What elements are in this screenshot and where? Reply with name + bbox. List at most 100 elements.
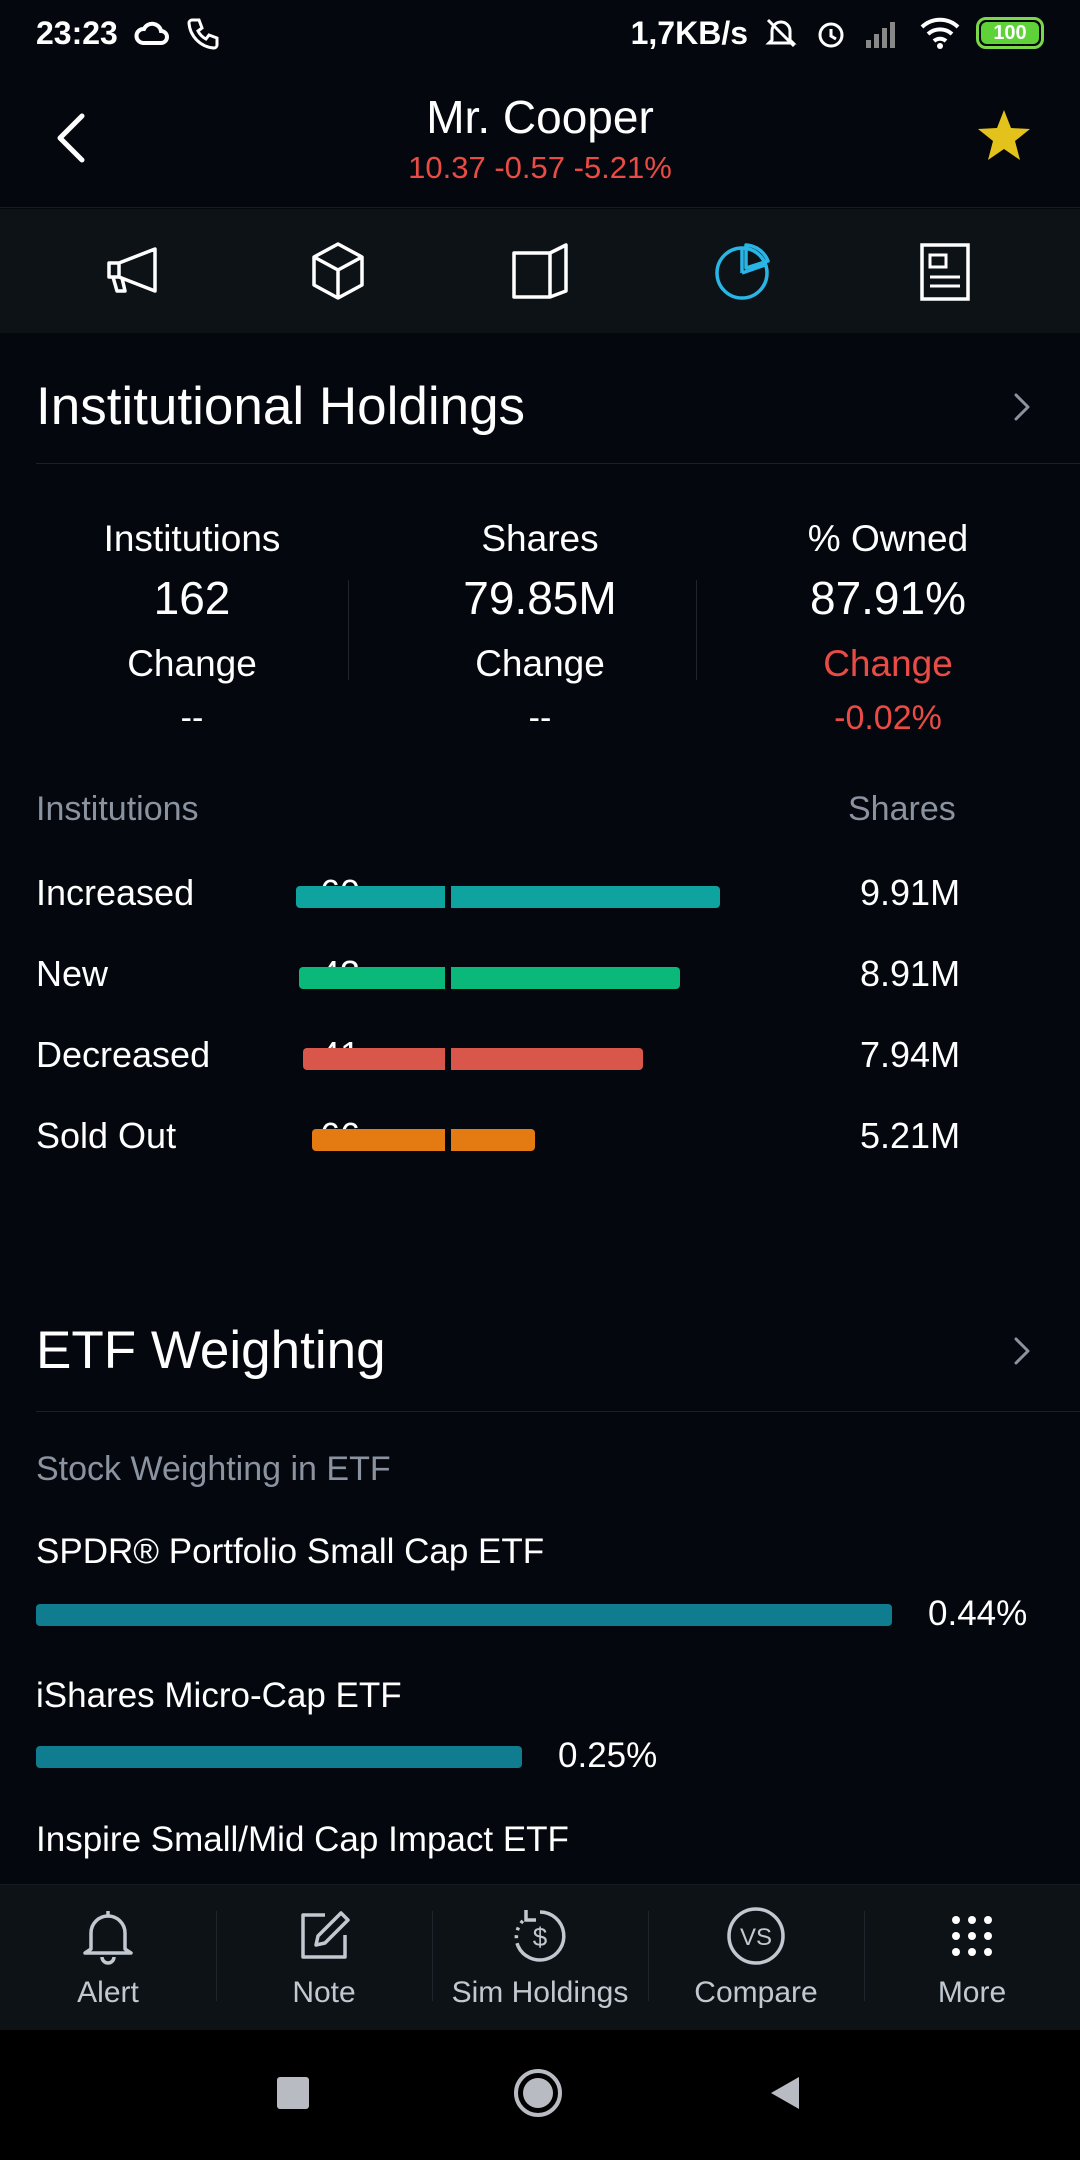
news-icon: [920, 243, 970, 301]
tab-financials[interactable]: [465, 209, 615, 333]
battery-level: 100: [981, 22, 1039, 44]
col-shares: Shares: [848, 790, 956, 828]
institutional-holdings-header[interactable]: Institutional Holdings: [36, 350, 1080, 464]
holdings-bar: [312, 1129, 535, 1151]
holdings-bar: [303, 1048, 643, 1070]
tab-announcements[interactable]: [60, 209, 210, 333]
megaphone-icon: [107, 247, 157, 293]
holdings-bar: [299, 967, 680, 989]
circle-icon: [514, 2068, 562, 2117]
status-right: 1,7KB/s 100: [631, 15, 1044, 52]
sim-holdings-button[interactable]: $ Sim Holdings: [432, 1885, 648, 2030]
stat-owned: % Owned 87.91% Change -0.02%: [714, 510, 1062, 738]
etf-bar: [36, 1746, 522, 1768]
stat-label: Institutions: [103, 518, 281, 559]
etf-name[interactable]: iShares Micro-Cap ETF: [36, 1676, 402, 1715]
bar-divider: [445, 886, 451, 908]
toolbar-label: More: [937, 1975, 1007, 2009]
row-label: Decreased: [36, 1034, 211, 1075]
edit-icon: [301, 1910, 350, 1959]
holdings-row-new[interactable]: New 43 8.91M: [36, 945, 1044, 1005]
row-shares: 8.91M: [860, 953, 961, 994]
toolbar-label: Note: [292, 1975, 356, 2009]
status-bar: 23:23 1,7KB/s 100: [0, 0, 1080, 66]
bottom-toolbar: Alert Note $ Sim Holdings VS Compare Mor…: [0, 1884, 1080, 2030]
stat-change-value: -0.02%: [834, 699, 942, 737]
recents-button[interactable]: [275, 2075, 311, 2116]
triangle-back-icon: [771, 2076, 799, 2109]
cloud-icon: [134, 19, 170, 47]
note-button[interactable]: Note: [216, 1885, 432, 2030]
chevron-left-icon: [57, 113, 85, 163]
tab-products[interactable]: [263, 209, 413, 333]
stat-change-label: Change: [127, 643, 257, 684]
battery-icon: 100: [976, 17, 1044, 49]
bar-divider: [445, 967, 451, 989]
book-icon: [512, 243, 568, 299]
svg-text:$: $: [533, 1922, 548, 1952]
call-icon: [186, 16, 220, 50]
stat-value: 162: [153, 572, 231, 624]
bar-divider: [445, 1048, 451, 1070]
bell-icon: [83, 1910, 133, 1965]
etf-subtitle: Stock Weighting in ETF: [36, 1450, 391, 1488]
toolbar-label: Sim Holdings: [451, 1975, 629, 2009]
toolbar-label: Compare: [694, 1975, 818, 2009]
square-icon: [277, 2076, 309, 2109]
etf-value: 0.44%: [928, 1594, 1028, 1633]
back-nav-button[interactable]: [765, 2073, 805, 2118]
tab-news[interactable]: [870, 209, 1020, 333]
holdings-row-increased[interactable]: Increased 60 9.91M: [36, 864, 1044, 924]
wifi-icon: [920, 17, 960, 49]
row-label: Sold Out: [36, 1115, 177, 1156]
stat-change-label: Change: [823, 643, 953, 684]
stat-label: % Owned: [807, 518, 969, 559]
status-left: 23:23: [36, 15, 220, 52]
more-button[interactable]: More: [864, 1885, 1080, 2030]
etf-name[interactable]: SPDR® Portfolio Small Cap ETF: [36, 1532, 545, 1571]
etf-weighting-header[interactable]: ETF Weighting: [36, 1290, 1080, 1412]
tab-holdings[interactable]: [667, 209, 817, 333]
signal-icon: [864, 18, 904, 48]
alert-button[interactable]: Alert: [0, 1885, 216, 2030]
etf-bar: [36, 1604, 892, 1626]
row-label: New: [36, 953, 109, 994]
compare-button[interactable]: VS Compare: [648, 1885, 864, 2030]
holdings-row-sold-out[interactable]: Sold Out 66 5.21M: [36, 1107, 1044, 1167]
stat-change-value: --: [528, 699, 552, 737]
toolbar-label: Alert: [77, 1975, 139, 2009]
row-shares: 9.91M: [860, 872, 961, 913]
holdings-row-decreased[interactable]: Decreased 41 7.94M: [36, 1026, 1044, 1086]
alarm-icon: [814, 16, 848, 50]
bar-divider: [445, 1129, 451, 1151]
section-title: ETF Weighting: [36, 1321, 386, 1380]
favorite-button[interactable]: [972, 104, 1036, 168]
pie-chart-icon: [715, 243, 771, 300]
stat-value: 79.85M: [463, 572, 617, 624]
home-button[interactable]: [511, 2066, 565, 2125]
stat-change-value: --: [180, 699, 204, 737]
row-shares: 7.94M: [860, 1034, 961, 1075]
chevron-right-icon: [1014, 1337, 1030, 1364]
clock: 23:23: [36, 14, 118, 51]
stock-name: Mr. Cooper: [426, 91, 654, 143]
stat-shares: Shares 79.85M Change --: [366, 510, 714, 738]
stat-value: 87.91%: [809, 572, 966, 624]
stock-header: Mr. Cooper 10.37 -0.57 -5.21%: [0, 66, 1080, 208]
row-label: Increased: [36, 872, 195, 913]
stock-quote: 10.37 -0.57 -5.21%: [408, 150, 672, 185]
network-speed: 1,7KB/s: [630, 14, 748, 51]
holdings-table-header: Institutions Shares: [36, 790, 1044, 842]
more-grid-icon: [952, 1915, 992, 1956]
back-button[interactable]: [50, 108, 90, 168]
mute-icon: [764, 16, 798, 50]
chevron-right-icon: [1014, 393, 1030, 420]
row-shares: 5.21M: [860, 1115, 961, 1156]
system-nav-bar: [0, 2030, 1080, 2160]
star-icon: [978, 110, 1030, 160]
section-title: Institutional Holdings: [36, 377, 526, 436]
cube-icon: [311, 242, 364, 300]
etf-name[interactable]: Inspire Small/Mid Cap Impact ETF: [36, 1820, 569, 1859]
col-institutions: Institutions: [36, 790, 199, 828]
sim-holdings-icon: $: [514, 1909, 566, 1962]
